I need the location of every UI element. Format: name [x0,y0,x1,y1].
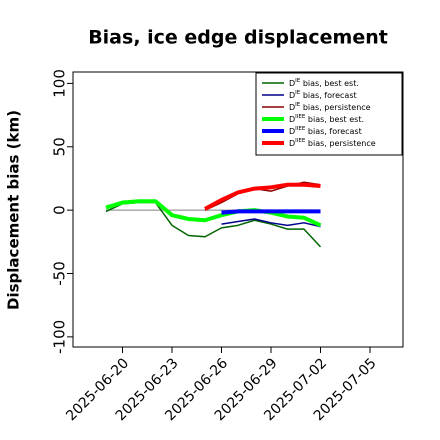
legend-label-part: bias, forecast [300,91,356,100]
legend-label-part: IE [295,90,301,96]
y-tick-label: -100 [51,320,69,354]
legend-label-part: D [289,127,295,136]
series-line [221,218,321,228]
plot-frame [72,71,404,348]
legend-label-part: bias, forecast [305,127,361,136]
legend-label-part: bias, best est. [300,79,359,88]
legend-label-part: D [289,139,295,148]
legend-label-part: IE [295,78,301,84]
legend-label: DIIEE bias, best est. [289,114,364,124]
legend-label-part: bias, best est. [305,115,364,124]
legend: DIE bias, best est.DIE bias, forecastDIE… [255,72,403,156]
legend-label-part: IE [295,102,301,108]
legend-label-part: IIEE [295,114,306,120]
legend-label-part: D [289,115,295,124]
legend-label-part: D [289,91,295,100]
y-tick-label: 50 [51,137,69,156]
y-tick-label: -50 [51,261,69,286]
y-axis-label: Displacement bias (km) [5,110,23,310]
legend-label: DIE bias, persistence [289,102,371,112]
legend-label-part: bias, persistence [305,139,375,148]
legend-label-part: IIEE [295,126,306,132]
series-line [204,182,321,211]
series-line [105,199,322,228]
legend-label-part: IIEE [295,138,306,144]
legend-label: DIIEE bias, forecast [289,126,362,136]
series-line [221,209,321,215]
legend-label-part: D [289,103,295,112]
legend-label: DIIEE bias, persistence [289,138,376,148]
y-tick-label: 0 [51,205,69,215]
legend-label: DIE bias, forecast [289,90,357,100]
legend-label-part: D [289,79,295,88]
legend-label-part: bias, persistence [300,103,370,112]
y-tick-label: 100 [51,69,69,98]
chart-title: Bias, ice edge displacement [88,27,388,49]
legend-label: DIE bias, best est. [289,78,359,88]
